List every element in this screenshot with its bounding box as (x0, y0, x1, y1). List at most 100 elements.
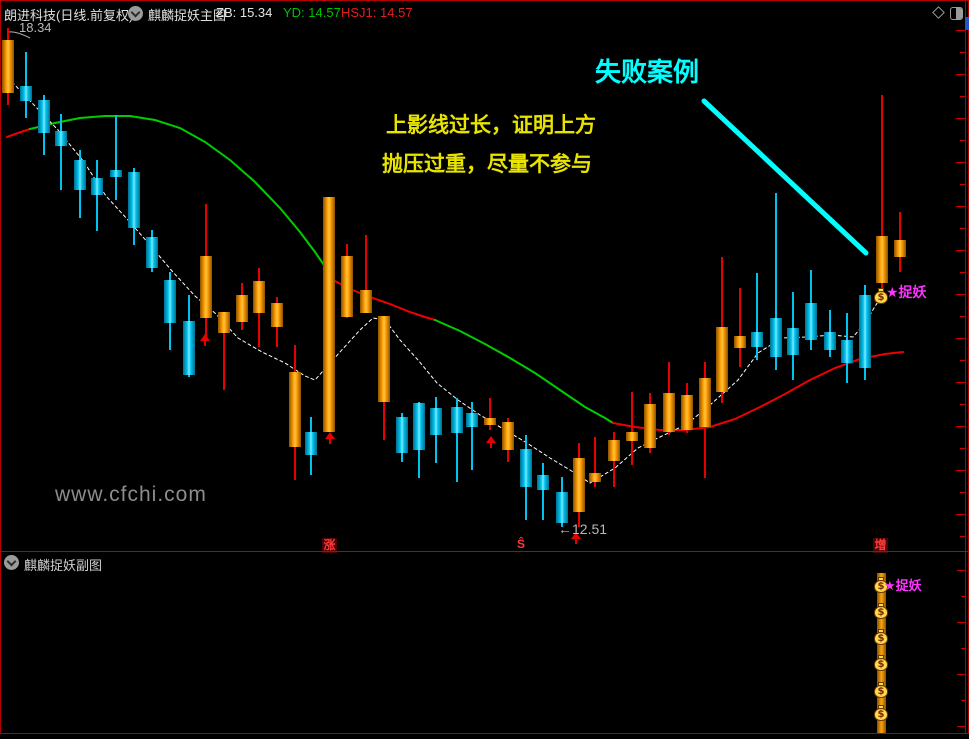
fail-case-title: 失败案例 (595, 57, 700, 87)
candle-body (876, 236, 888, 283)
candle-body (663, 393, 675, 432)
candle-wick (365, 235, 367, 313)
candle-body (378, 316, 390, 402)
candle-wick (739, 288, 741, 367)
panel-toggle-icon[interactable] (950, 7, 963, 20)
axis-tick (961, 596, 965, 597)
axis-tick (957, 622, 965, 623)
candle-wick (25, 52, 27, 118)
axis-tick (960, 316, 965, 317)
event-badge: 增 (873, 538, 888, 553)
chevron-down-circle-icon[interactable] (128, 6, 143, 21)
candle-body (626, 432, 638, 441)
candle-body (502, 422, 514, 450)
axis-tick (956, 30, 965, 31)
trend-annotation-line (701, 98, 869, 256)
candle-body (859, 295, 871, 368)
candle-body (305, 432, 317, 455)
watermark: www.cfchi.com (55, 483, 207, 506)
ma-line (6, 128, 31, 138)
candle-wick (594, 437, 596, 487)
signal-bar (877, 573, 886, 733)
stock-title: 朗进科技(日线.前复权) (4, 8, 134, 23)
candle-body (91, 178, 103, 195)
candle-body (644, 404, 656, 448)
axis-tick (961, 700, 965, 701)
buy-arrow-icon (325, 432, 335, 444)
axis-tick (956, 382, 965, 383)
axis-tick (956, 470, 965, 471)
money-bag-icon: $ (873, 655, 889, 671)
axis-tick (960, 184, 965, 185)
annotation-line1: 上影线过长，证明上方 (386, 114, 596, 137)
candle-body (2, 40, 14, 93)
axis-tick (957, 674, 965, 675)
chevron-down-circle-icon[interactable] (4, 555, 19, 570)
diamond-icon[interactable] (932, 6, 945, 19)
candle-wick (471, 402, 473, 470)
zhuoyao-signal-label: ★捉妖 (886, 284, 927, 300)
candle-body (824, 332, 836, 350)
axis-tick (961, 648, 965, 649)
candle-body (20, 86, 32, 101)
money-bag-icon: $ (873, 705, 889, 721)
ma-lines-overlay (6, 31, 904, 484)
axis-tick (956, 74, 965, 75)
candle-body (699, 378, 711, 427)
candle-body (805, 303, 817, 340)
axis-tick (960, 228, 965, 229)
sub-indicator-title: 麒麟捉妖副图 (24, 558, 103, 573)
axis-tick (956, 294, 965, 295)
candle-body (430, 408, 442, 435)
sub-chart[interactable]: $ $ $ $ $ $ ★捉妖 (0, 570, 966, 733)
candle-body (38, 100, 50, 133)
candle-body (55, 131, 67, 146)
candle-body (681, 395, 693, 430)
candle-body (200, 256, 212, 318)
axis-tick (960, 360, 965, 361)
title-bar: 朗进科技(日线.前复权) 麒麟捉妖主图 ZB: 15.34 YD: 14.57 … (0, 0, 969, 30)
dashed-ma-line (11, 81, 882, 484)
axis-tick (960, 52, 965, 53)
axis-tick (960, 492, 965, 493)
annotation-line2: 抛压过重，尽量不参与 (382, 153, 592, 176)
buy-arrow-icon (486, 436, 496, 448)
axis-tick (956, 250, 965, 251)
candle-wick (631, 392, 633, 465)
candle-body (520, 449, 532, 487)
candle-body (253, 281, 265, 313)
sub-panel-header: 麒麟捉妖副图 (0, 553, 969, 573)
panel-divider (0, 551, 969, 552)
axis-tick (956, 118, 965, 119)
main-chart[interactable]: 涨 Ŝ 增 $ 18.34 ←12.51 www.cfchi.com 失败案例 上影线… (0, 20, 966, 553)
buy-arrow-icon (200, 334, 210, 346)
event-badge: Ŝ (517, 537, 526, 551)
candle-wick (60, 114, 62, 190)
candle-body (466, 413, 478, 427)
candle-body (74, 160, 86, 190)
right-axis-line (965, 0, 966, 734)
candle-wick (775, 193, 777, 370)
axis-tick (960, 96, 965, 97)
money-bag-icon: $ (873, 682, 889, 698)
axis-tick (960, 140, 965, 141)
axis-tick (956, 162, 965, 163)
main-indicator-label: 麒麟捉妖主图 (148, 8, 227, 23)
candle-wick (881, 95, 883, 290)
axis-tick (960, 272, 965, 273)
axis-tick (956, 514, 965, 515)
axis-tick (957, 726, 965, 727)
candle-body (716, 327, 728, 392)
axis-tick (957, 570, 965, 571)
candle-wick (456, 398, 458, 482)
candle-body (413, 403, 425, 450)
zb-value: ZB: 15.34 (216, 5, 273, 20)
candle-wick (756, 273, 758, 360)
candle-body (589, 473, 601, 482)
candle-wick (115, 115, 117, 200)
high-price-label: 18.34 (19, 20, 52, 35)
money-bag-icon: $ (873, 288, 889, 304)
candle-wick (223, 312, 225, 390)
candle-body (751, 332, 763, 347)
axis-tick (956, 206, 965, 207)
